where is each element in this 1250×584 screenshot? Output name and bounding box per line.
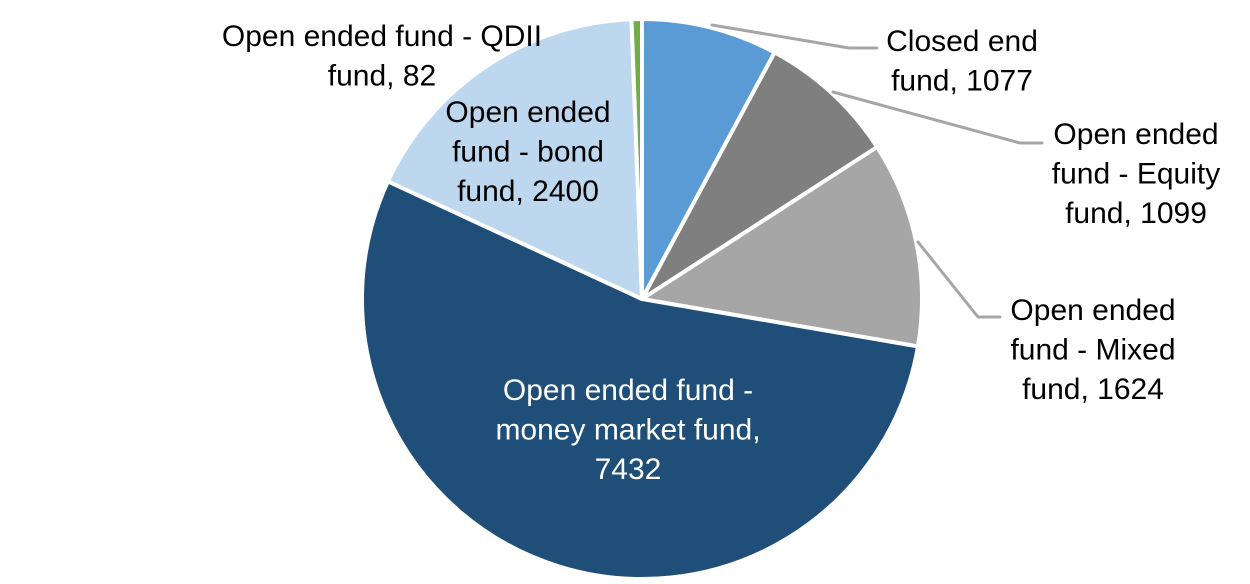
leader-line-closed-end-fund xyxy=(710,23,879,50)
slice-label-open-ended-fund-bond-fund: Open ended fund - bond fund, 2400 xyxy=(445,96,610,208)
leader-line-open-ended-fund-mixed-fund xyxy=(916,240,1002,319)
leader-line-open-ended-fund-equity-fund xyxy=(831,90,1044,145)
pie-slice-closed-end-fund xyxy=(640,17,777,301)
slice-label-open-ended-fund-qdii-fund: Open ended fund - QDII fund, 82 xyxy=(222,20,542,93)
pie-slice-open-ended-fund-qdii-fund xyxy=(629,17,644,301)
pie-slice-open-ended-fund-bond-fund xyxy=(385,17,644,301)
slice-label-open-ended-fund-money-market-fund: Open ended fund -money market fund, 7432 xyxy=(495,374,760,486)
slice-label-open-ended-fund-equity-fund: Open ended fund - Equity fund, 1099 xyxy=(1052,118,1220,230)
slice-label-closed-end-fund: Closed end fund, 1077 xyxy=(886,25,1038,98)
pie-slice-open-ended-fund-equity-fund xyxy=(640,50,880,301)
slice-label-open-ended-fund-mixed-fund: Open ended fund - Mixed fund, 1624 xyxy=(1010,294,1175,406)
pie-slice-open-ended-fund-money-market-fund xyxy=(360,179,920,581)
pie-slice-open-ended-fund-mixed-fund xyxy=(640,145,924,349)
